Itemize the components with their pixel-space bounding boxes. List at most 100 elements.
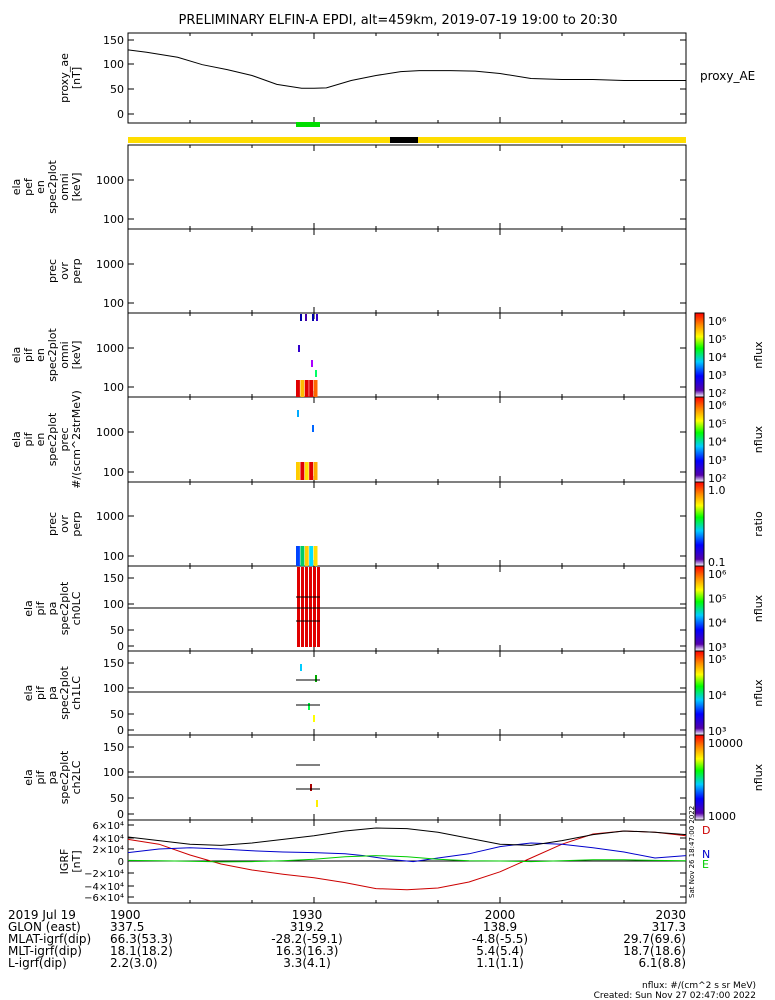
ytick-label: 0 <box>117 640 124 653</box>
ytick-label: 50 <box>110 708 124 721</box>
table-cell: 66.3(53.3) <box>110 932 173 946</box>
ytick-label: 100 <box>103 598 124 611</box>
ytick-label: 2×10⁴ <box>93 845 124 856</box>
table-cell: 5.4(5.4) <box>476 944 524 958</box>
status-bar-green <box>296 122 320 127</box>
ytick-label: 100 <box>103 297 124 310</box>
spec-dot <box>305 314 307 321</box>
colorbar-tick: 10⁵ <box>708 592 726 605</box>
spec-pa-ch0-bar <box>317 567 320 647</box>
ytick-label: 100 <box>103 466 124 479</box>
spec-pif-prec-low <box>309 462 314 480</box>
panel-frame-pef_omni <box>127 144 687 230</box>
colorbar-group: 10⁶ 10⁵ 10⁴ 10³ 10² nflux 10⁶ 10⁵ 10⁴ 10³ 10² nflux… <box>694 312 765 823</box>
status-bar-black <box>390 137 418 143</box>
colorbar-tick: 10⁵ <box>708 417 726 430</box>
ytick-label: 0 <box>117 724 124 737</box>
table-row-label: 2019 Jul 19 <box>8 908 76 922</box>
colorbar-tick: 1.0 <box>708 484 726 497</box>
spec-pif-omni-low <box>309 380 314 397</box>
table-row-label: MLT-igrf(dip) <box>8 944 82 958</box>
spec-pif-prec-low <box>300 462 305 480</box>
panel-ylabel-pa_ch2: pa <box>46 771 59 785</box>
table-cell: -28.2(-59.1) <box>271 932 342 946</box>
panel-ylabel-pif_prec: #/(scm^2strMeV) <box>70 390 83 489</box>
panel-ylabel-pif_omni: spec2plot <box>46 328 59 382</box>
colorbar-tick: 10⁴ <box>708 436 727 449</box>
panel-ylabel-pa_ch1: ela <box>22 685 35 702</box>
panel-ylabel-pef_omni: ela <box>10 179 23 196</box>
spec-pa-ch0-bar <box>305 567 308 647</box>
colorbar-tick: 10⁵ <box>708 333 726 346</box>
spec-pa-ch0-bar <box>309 567 312 647</box>
panel-ylabel-pa_ch0: pa <box>46 602 59 616</box>
spec-pif-prec-low <box>304 462 309 480</box>
ytick-label: 150 <box>103 741 124 754</box>
colorbar-cb6 <box>694 734 705 821</box>
spec-dot <box>310 784 312 791</box>
spec-dot <box>312 425 314 432</box>
series-igrf-F <box>127 827 687 846</box>
colorbar-tick: 1000 <box>708 810 736 823</box>
panel-ylabel-pef_prec_ovr_perp: perp <box>70 258 83 283</box>
colorbar-tick: 10000 <box>708 737 743 750</box>
table-cell: 1930 <box>292 908 323 922</box>
panel-ylabel-proxy_ae: [nT] <box>70 67 83 89</box>
table-cell: 16.3(16.3) <box>276 944 339 958</box>
panel-ylabel-pef_omni: en <box>34 180 47 194</box>
spec-pif-ratio-low <box>300 546 305 566</box>
ytick-label: 150 <box>103 572 124 585</box>
figure-title: PRELIMINARY ELFIN-A EPDI, alt=459km, 201… <box>179 13 618 28</box>
table-cell: 2030 <box>655 908 686 922</box>
table-cell: -4.8(-5.5) <box>472 932 528 946</box>
spec-dot <box>311 360 313 367</box>
spec-dot <box>300 314 302 321</box>
spec-pif-omni-low <box>304 380 309 397</box>
igrf-legend-E: E <box>702 858 709 871</box>
ytick-label: 100 <box>103 381 124 394</box>
colorbar-label: nflux <box>752 679 765 707</box>
series-proxy-ae <box>127 49 686 89</box>
colorbar-tick: 10⁶ <box>708 399 727 412</box>
colorbar-tick: 10³ <box>708 369 726 382</box>
ytick-label: 6×10⁴ <box>93 821 124 832</box>
colorbar-label: nflux <box>752 425 765 453</box>
footer-created: Created: Sun Nov 27 02:47:00 2022 <box>594 991 756 1000</box>
table-cell: 317.3 <box>652 920 686 934</box>
panel-ylabel-pa_ch1: pif <box>34 685 47 700</box>
panel-ylabel-pef_omni: pef <box>22 177 35 196</box>
ytick-label: 1000 <box>96 510 124 523</box>
spec-pa-ch0-bar <box>313 567 316 647</box>
ytick-label: 100 <box>103 766 124 779</box>
panel-ylabel-pif_prec: pif <box>22 431 35 446</box>
ytick-label: −2×10⁴ <box>84 869 124 880</box>
ytick-label: 100 <box>103 682 124 695</box>
table-row-label: L-igrf(dip) <box>8 956 67 970</box>
ytick-label: 150 <box>103 34 124 47</box>
panel-ylabel-igrf: IGRF <box>58 849 71 875</box>
ytick-label: 150 <box>103 657 124 670</box>
colorbar-tick: 10³ <box>708 454 726 467</box>
ytick-label: 100 <box>103 58 124 71</box>
series-igrf-E <box>127 855 687 863</box>
spec-pif-prec-low <box>296 462 300 480</box>
spec-dot <box>300 664 302 671</box>
table-cell: 319.2 <box>290 920 324 934</box>
series-igrf-N <box>127 842 687 863</box>
colorbar-tick: 10⁴ <box>708 617 727 630</box>
panel-ylabel-pif_prec: ela <box>10 431 23 448</box>
spec-pa-ch0-bar <box>301 567 304 647</box>
colorbar-cb5 <box>694 650 705 736</box>
ytick-label: 0 <box>118 857 124 868</box>
colorbar-tick: 10⁴ <box>708 351 727 364</box>
ytick-label: 50 <box>110 792 124 805</box>
colorbar-tick: 10³ <box>708 725 726 738</box>
panel-ylabel-pa_ch1: spec2plot <box>58 666 71 720</box>
panel-ylabel-pef_omni: spec2plot <box>46 160 59 214</box>
panel-frame-pif_prec <box>127 396 687 483</box>
panel-ylabel-pa_ch1: ch1LC <box>70 676 83 710</box>
proxy-ae-label: proxy_AE <box>700 69 755 83</box>
table-cell: 18.1(18.2) <box>110 944 173 958</box>
panel-ylabel-pif_prec: prec <box>58 427 71 451</box>
colorbar-label: nflux <box>752 594 765 622</box>
